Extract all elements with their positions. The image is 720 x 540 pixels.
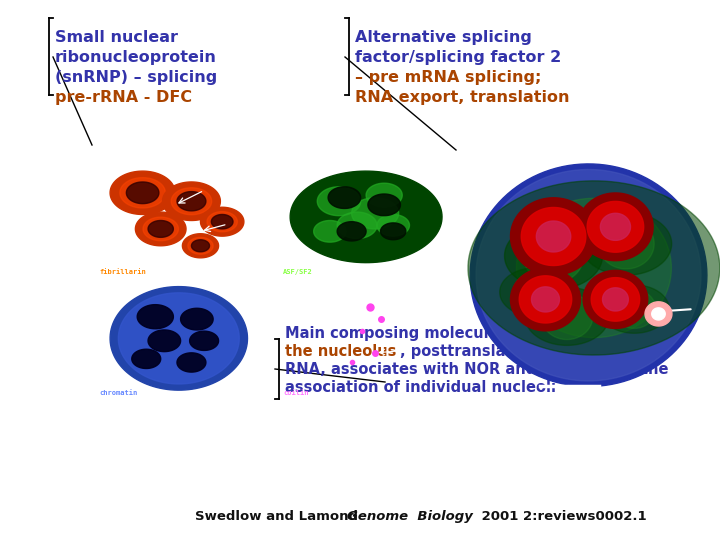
Polygon shape bbox=[588, 201, 644, 252]
Polygon shape bbox=[591, 278, 639, 321]
Polygon shape bbox=[476, 170, 701, 381]
Polygon shape bbox=[470, 164, 707, 387]
Polygon shape bbox=[148, 220, 174, 238]
Polygon shape bbox=[110, 171, 175, 214]
Polygon shape bbox=[541, 293, 593, 340]
Polygon shape bbox=[177, 353, 206, 372]
Polygon shape bbox=[523, 229, 584, 283]
Text: Main composing molecule of Cajal bodies –: Main composing molecule of Cajal bodies … bbox=[285, 326, 643, 341]
Polygon shape bbox=[207, 212, 238, 232]
Polygon shape bbox=[505, 222, 603, 290]
Polygon shape bbox=[645, 302, 672, 326]
Polygon shape bbox=[603, 288, 629, 311]
Polygon shape bbox=[135, 212, 186, 246]
Text: RNA export, translation: RNA export, translation bbox=[355, 90, 570, 105]
Polygon shape bbox=[290, 171, 442, 262]
Text: the nucleolus: the nucleolus bbox=[285, 344, 397, 359]
Polygon shape bbox=[188, 238, 213, 254]
Text: (snRNP) – splicing: (snRNP) – splicing bbox=[55, 70, 217, 85]
Polygon shape bbox=[536, 221, 571, 252]
Polygon shape bbox=[519, 276, 572, 323]
Polygon shape bbox=[652, 308, 665, 320]
Polygon shape bbox=[510, 198, 597, 275]
Polygon shape bbox=[381, 223, 406, 240]
Text: ASF/SF2: ASF/SF2 bbox=[283, 269, 312, 275]
Polygon shape bbox=[598, 219, 654, 269]
Polygon shape bbox=[163, 182, 220, 220]
Polygon shape bbox=[510, 268, 580, 331]
Polygon shape bbox=[377, 214, 410, 236]
Polygon shape bbox=[351, 198, 399, 229]
Polygon shape bbox=[500, 268, 570, 316]
Text: 2001 2:reviews0002.1: 2001 2:reviews0002.1 bbox=[477, 510, 647, 523]
Polygon shape bbox=[118, 293, 239, 384]
Polygon shape bbox=[126, 182, 159, 204]
Text: chromatin: chromatin bbox=[99, 390, 138, 396]
Polygon shape bbox=[521, 207, 586, 266]
Text: Small nuclear: Small nuclear bbox=[55, 30, 178, 45]
Polygon shape bbox=[192, 240, 210, 252]
Polygon shape bbox=[314, 220, 346, 242]
Polygon shape bbox=[200, 207, 244, 236]
Text: Genome  Biology: Genome Biology bbox=[347, 510, 473, 523]
Text: – pre mRNA splicing;: – pre mRNA splicing; bbox=[355, 70, 541, 85]
Text: ribonucleoprotein: ribonucleoprotein bbox=[55, 50, 217, 65]
Polygon shape bbox=[132, 349, 161, 368]
Text: association of individual nucleoli: association of individual nucleoli bbox=[285, 380, 556, 395]
Polygon shape bbox=[581, 212, 672, 275]
Polygon shape bbox=[599, 285, 670, 333]
Text: , posttranslation modification of: , posttranslation modification of bbox=[400, 344, 668, 359]
Polygon shape bbox=[189, 331, 219, 350]
Polygon shape bbox=[182, 234, 219, 258]
Polygon shape bbox=[468, 181, 720, 355]
Text: RNA, associates with NOR and determines the: RNA, associates with NOR and determines … bbox=[285, 362, 668, 377]
Text: Swedlow and Lamond: Swedlow and Lamond bbox=[195, 510, 363, 523]
Polygon shape bbox=[337, 212, 377, 239]
Polygon shape bbox=[516, 198, 671, 338]
Text: pre-rRNA - DFC: pre-rRNA - DFC bbox=[55, 90, 192, 105]
Polygon shape bbox=[328, 187, 361, 208]
Polygon shape bbox=[110, 287, 248, 390]
Polygon shape bbox=[368, 194, 400, 215]
Polygon shape bbox=[577, 193, 653, 261]
Polygon shape bbox=[148, 330, 181, 352]
Polygon shape bbox=[138, 305, 174, 329]
Polygon shape bbox=[613, 290, 656, 328]
Polygon shape bbox=[531, 287, 559, 312]
Text: Alternative splicing: Alternative splicing bbox=[355, 30, 532, 45]
Polygon shape bbox=[583, 271, 648, 328]
Polygon shape bbox=[212, 214, 233, 229]
Polygon shape bbox=[143, 217, 179, 241]
Text: fibrillarin: fibrillarin bbox=[99, 269, 146, 275]
Polygon shape bbox=[337, 222, 366, 241]
Polygon shape bbox=[171, 188, 212, 215]
Polygon shape bbox=[120, 178, 166, 208]
Polygon shape bbox=[513, 273, 557, 312]
Polygon shape bbox=[525, 287, 609, 346]
Polygon shape bbox=[177, 192, 206, 211]
Polygon shape bbox=[318, 187, 361, 215]
Polygon shape bbox=[366, 183, 402, 207]
Polygon shape bbox=[600, 213, 631, 240]
Polygon shape bbox=[181, 308, 213, 330]
Text: coilin: coilin bbox=[283, 390, 308, 396]
Text: factor/splicing factor 2: factor/splicing factor 2 bbox=[355, 50, 562, 65]
